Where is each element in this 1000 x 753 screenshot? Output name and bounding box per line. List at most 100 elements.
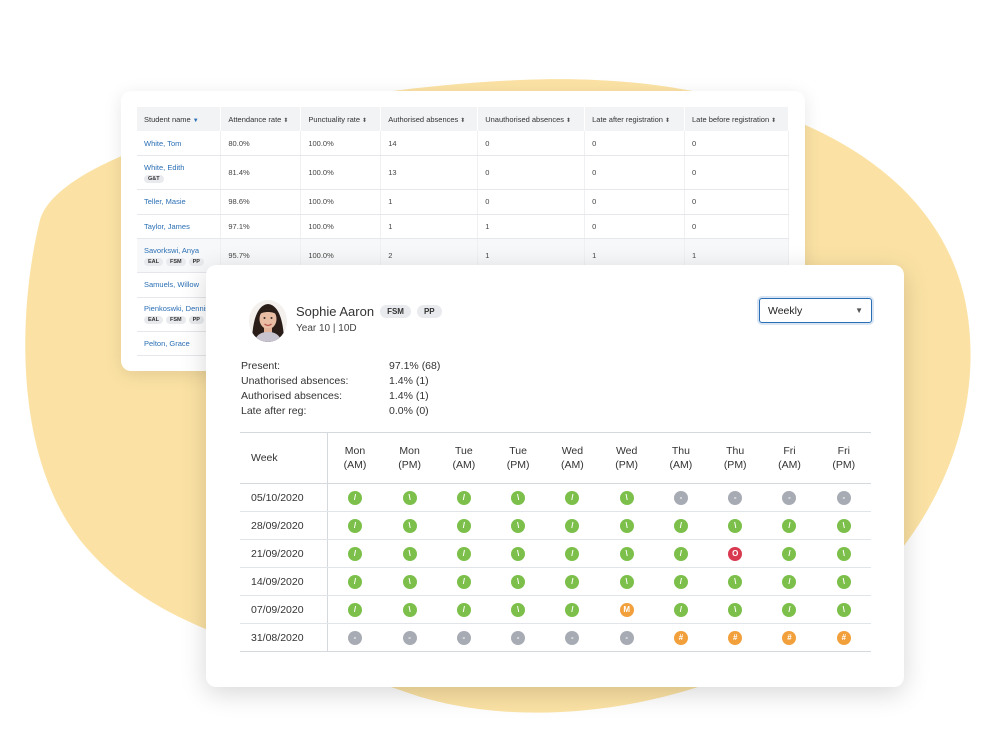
present-pm-mark[interactable]: \ — [511, 574, 526, 589]
present-am-mark[interactable]: / — [673, 546, 688, 561]
student-name-link[interactable]: White, Edith — [144, 162, 185, 172]
present-am-mark[interactable]: / — [456, 518, 471, 533]
attendance-cell: / — [545, 539, 600, 568]
student-name-link[interactable]: Pelton, Grace — [144, 338, 190, 348]
school-closed-mark[interactable]: # — [782, 630, 797, 645]
school-closed-mark[interactable]: # — [728, 630, 743, 645]
no-session-mark[interactable]: - — [782, 490, 797, 505]
no-session-mark[interactable]: - — [511, 630, 526, 645]
present-am-mark[interactable]: / — [347, 602, 362, 617]
table-row[interactable]: White, Edith G&T 81.4% 100.0% 13 0 0 0 — [137, 155, 789, 190]
no-session-mark[interactable]: - — [728, 490, 743, 505]
present-pm-mark[interactable]: \ — [728, 518, 743, 533]
school-closed-mark[interactable]: # — [836, 630, 851, 645]
present-pm-mark[interactable]: \ — [402, 602, 417, 617]
column-header[interactable]: Attendance rate ⬍ — [220, 107, 302, 131]
present-pm-mark[interactable]: \ — [619, 490, 634, 505]
no-session-mark[interactable]: - — [456, 630, 471, 645]
session-column-header: Tue (PM) — [491, 432, 546, 484]
present-pm-mark[interactable]: \ — [511, 518, 526, 533]
session-column-header: Mon (AM) — [327, 432, 383, 484]
student-name-link[interactable]: Samuels, Willow — [144, 280, 200, 290]
sort-icon: ⬍ — [460, 117, 466, 124]
column-header[interactable]: Late after registration ⬍ — [584, 107, 686, 131]
present-pm-mark[interactable]: \ — [402, 490, 417, 505]
student-name-cell[interactable]: White, Tom — [137, 131, 222, 156]
no-session-mark[interactable]: - — [619, 630, 634, 645]
attendance-row: 07/09/2020 / \ / \ / M / \ / \ — [240, 595, 871, 624]
attendance-cell: O — [708, 539, 763, 568]
present-pm-mark[interactable]: \ — [836, 602, 851, 617]
student-name-cell[interactable]: White, Edith G&T — [137, 155, 222, 190]
unauthorised-absence-mark[interactable]: O — [728, 546, 743, 561]
present-am-mark[interactable]: / — [347, 490, 362, 505]
present-pm-mark[interactable]: \ — [836, 574, 851, 589]
no-session-mark[interactable]: - — [402, 630, 417, 645]
student-name-cell[interactable]: Savorkswi, Anya EAL FSM PP — [137, 238, 222, 273]
sort-icon: ⬍ — [664, 117, 671, 124]
present-am-mark[interactable]: / — [456, 490, 471, 505]
column-header-label: Late before registration — [692, 114, 770, 124]
present-pm-mark[interactable]: \ — [836, 546, 851, 561]
column-header[interactable]: Punctuality rate ⬍ — [300, 107, 382, 131]
present-am-mark[interactable]: / — [673, 518, 688, 533]
present-pm-mark[interactable]: \ — [619, 574, 634, 589]
present-pm-mark[interactable]: \ — [511, 490, 526, 505]
student-name-link[interactable]: Taylor, James — [144, 221, 190, 231]
present-am-mark[interactable]: / — [347, 574, 362, 589]
present-pm-mark[interactable]: \ — [728, 574, 743, 589]
attendance-cell: # — [708, 623, 763, 652]
table-row[interactable]: Taylor, James 97.1% 100.0% 1 1 0 0 — [137, 214, 789, 239]
session-column-header: Wed (PM) — [599, 432, 654, 484]
column-header[interactable]: Student name ▼ — [137, 107, 222, 131]
present-pm-mark[interactable]: \ — [511, 546, 526, 561]
medical-mark[interactable]: M — [619, 602, 634, 617]
student-name-link[interactable]: Pienkoswki, Dennis — [144, 304, 210, 313]
present-pm-mark[interactable]: \ — [402, 546, 417, 561]
present-am-mark[interactable]: / — [456, 602, 471, 617]
no-session-mark[interactable]: - — [347, 630, 362, 645]
stat-value: 1.4% (1) — [389, 389, 429, 402]
student-name-cell[interactable]: Teller, Masie — [137, 189, 222, 215]
present-pm-mark[interactable]: \ — [402, 518, 417, 533]
present-am-mark[interactable]: / — [782, 518, 797, 533]
present-am-mark[interactable]: / — [456, 546, 471, 561]
present-am-mark[interactable]: / — [565, 518, 580, 533]
present-pm-mark[interactable]: \ — [836, 518, 851, 533]
column-header[interactable]: Authorised absences ⬍ — [380, 107, 479, 131]
present-am-mark[interactable]: / — [673, 574, 688, 589]
student-name-link[interactable]: White, Tom — [144, 138, 182, 148]
no-session-mark[interactable]: - — [836, 490, 851, 505]
present-pm-mark[interactable]: \ — [728, 602, 743, 617]
attendance-cell: / — [436, 595, 491, 624]
present-am-mark[interactable]: / — [782, 546, 797, 561]
school-closed-mark[interactable]: # — [673, 630, 688, 645]
attendance-cell: \ — [816, 595, 871, 624]
student-name-link[interactable]: Teller, Masie — [144, 197, 186, 207]
present-am-mark[interactable]: / — [347, 546, 362, 561]
student-name-cell[interactable]: Taylor, James — [137, 214, 222, 239]
present-pm-mark[interactable]: \ — [619, 518, 634, 533]
column-header[interactable]: Unauthorised absences ⬍ — [477, 107, 586, 131]
present-am-mark[interactable]: / — [565, 490, 580, 505]
present-am-mark[interactable]: / — [456, 574, 471, 589]
present-am-mark[interactable]: / — [673, 602, 688, 617]
present-am-mark[interactable]: / — [782, 574, 797, 589]
present-pm-mark[interactable]: \ — [511, 602, 526, 617]
present-pm-mark[interactable]: \ — [402, 574, 417, 589]
no-session-mark[interactable]: - — [565, 630, 580, 645]
present-pm-mark[interactable]: \ — [619, 546, 634, 561]
table-row[interactable]: Teller, Masie 98.6% 100.0% 1 0 0 0 — [137, 189, 789, 215]
present-am-mark[interactable]: / — [782, 602, 797, 617]
present-am-mark[interactable]: / — [565, 546, 580, 561]
attendance-cell: \ — [708, 511, 763, 540]
present-am-mark[interactable]: / — [347, 518, 362, 533]
student-name-link[interactable]: Savorkswi, Anya — [144, 245, 200, 255]
present-am-mark[interactable]: / — [565, 574, 580, 589]
column-header[interactable]: Late before registration ⬍ — [684, 107, 789, 131]
attendance-cell: / — [327, 595, 383, 624]
table-row[interactable]: White, Tom 80.0% 100.0% 14 0 0 0 — [137, 131, 789, 156]
no-session-mark[interactable]: - — [673, 490, 688, 505]
present-am-mark[interactable]: / — [565, 602, 580, 617]
period-select[interactable]: Weekly ▼ — [759, 298, 872, 323]
